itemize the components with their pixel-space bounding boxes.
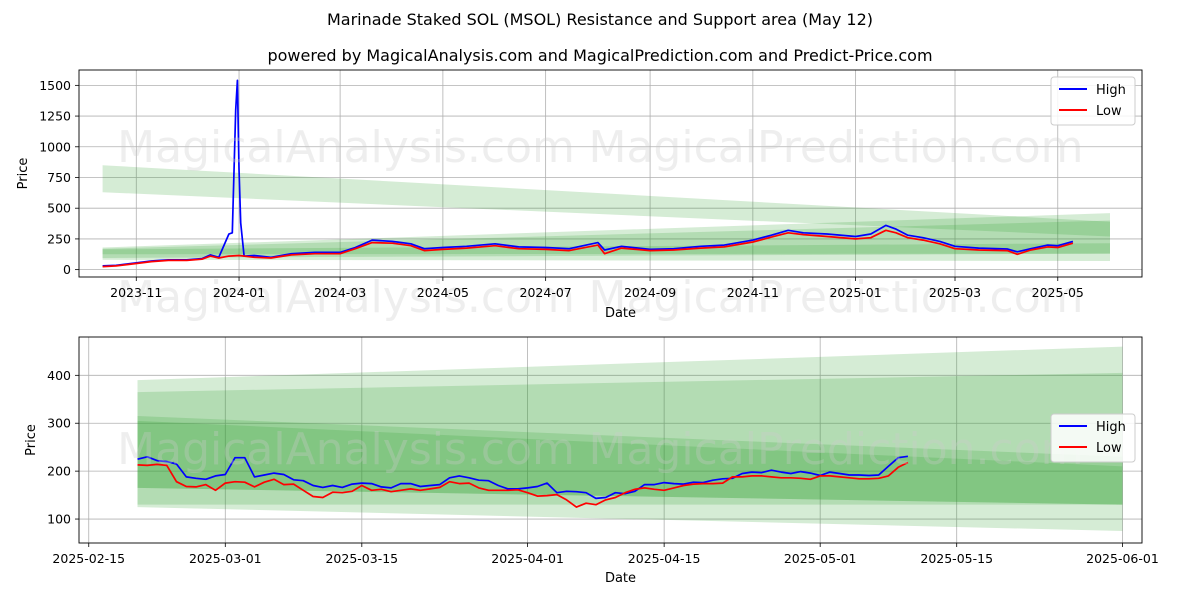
- plot-area: [137, 346, 1123, 532]
- legend-label-low: Low: [1096, 441, 1122, 456]
- band-4: [137, 420, 1123, 505]
- legend: High Low: [1050, 413, 1136, 463]
- series-low-line: [137, 461, 909, 508]
- plot-area: [102, 79, 1110, 268]
- x-axis-label: Date: [605, 306, 636, 321]
- x-tick-label: 2024-03: [314, 285, 366, 300]
- y-axis-label: Price: [16, 158, 31, 190]
- x-tick-label: 2025-03-01: [189, 551, 262, 566]
- y-axis-label: Price: [24, 424, 39, 456]
- plot-frame: [78, 336, 1143, 544]
- x-tick-label: 2025-02-15: [52, 551, 125, 566]
- band-2: [137, 372, 1123, 505]
- x-tick-label: 2025-03: [929, 285, 981, 300]
- watermark-text: MagicalAnalysis.com: [117, 272, 575, 323]
- y-tick-label: 1000: [39, 139, 71, 154]
- watermark-text: MagicalPrediction.com: [589, 122, 1084, 173]
- y-tick-label: 250: [47, 231, 71, 246]
- y-tick-label: 400: [47, 368, 71, 383]
- watermark-text: MagicalPrediction.com: [589, 272, 1084, 323]
- y-tick-label: 0: [63, 262, 71, 277]
- y-tick-label: 1250: [39, 109, 71, 124]
- y-tick-label: 100: [47, 512, 71, 527]
- x-tick-label: 2025-05-01: [784, 551, 857, 566]
- watermark-text: MagicalPrediction.com: [589, 424, 1084, 475]
- x-tick-label: 2024-09: [624, 285, 676, 300]
- x-tick-label: 2025-04-15: [628, 551, 701, 566]
- chart-panel-2: MagicalAnalysis.com MagicalPrediction.com…: [24, 336, 1159, 586]
- x-tick-label: 2025-05-15: [920, 551, 993, 566]
- x-tick-label: 2024-01: [213, 285, 265, 300]
- band-3: [137, 416, 1123, 505]
- chart-panel-1: MagicalAnalysis.com MagicalPrediction.com…: [16, 69, 1143, 323]
- x-tick-label: 2024-11: [727, 285, 779, 300]
- x-tick-label: 2025-03-15: [325, 551, 398, 566]
- x-axis-label: Date: [605, 571, 636, 586]
- y-tick-label: 500: [47, 201, 71, 216]
- watermark-text: MagicalAnalysis.com: [117, 424, 575, 475]
- band-1: [137, 346, 1123, 532]
- legend-label-low: Low: [1096, 104, 1122, 119]
- x-tick-label: 2023-11: [110, 285, 162, 300]
- band-4: [102, 243, 1110, 255]
- watermark-text: MagicalAnalysis.com: [117, 122, 575, 173]
- y-tick-label: 300: [47, 416, 71, 431]
- legend-label-high: High: [1096, 83, 1126, 98]
- x-tick-label: 2024-05: [417, 285, 469, 300]
- x-tick-label: 2024-07: [520, 285, 572, 300]
- series-low-line: [102, 229, 1074, 268]
- legend: High Low: [1050, 76, 1136, 126]
- x-tick-label: 2025-05: [1032, 285, 1084, 300]
- legend-label-high: High: [1096, 420, 1126, 435]
- y-tick-label: 1500: [39, 78, 71, 93]
- x-tick-label: 2025-04-01: [491, 551, 564, 566]
- band-1: [102, 165, 1110, 237]
- series-high-line: [137, 455, 909, 500]
- chart-subtitle: powered by MagicalAnalysis.com and Magic…: [267, 46, 933, 65]
- chart-title: Marinade Staked SOL (MSOL) Resistance an…: [326, 10, 874, 29]
- plot-frame: [78, 69, 1143, 278]
- x-tick-label: 2025-06-01: [1086, 551, 1159, 566]
- series-high-line: [102, 79, 1074, 267]
- y-tick-label: 200: [47, 464, 71, 479]
- x-tick-label: 2025-01: [829, 285, 881, 300]
- y-tick-label: 750: [47, 170, 71, 185]
